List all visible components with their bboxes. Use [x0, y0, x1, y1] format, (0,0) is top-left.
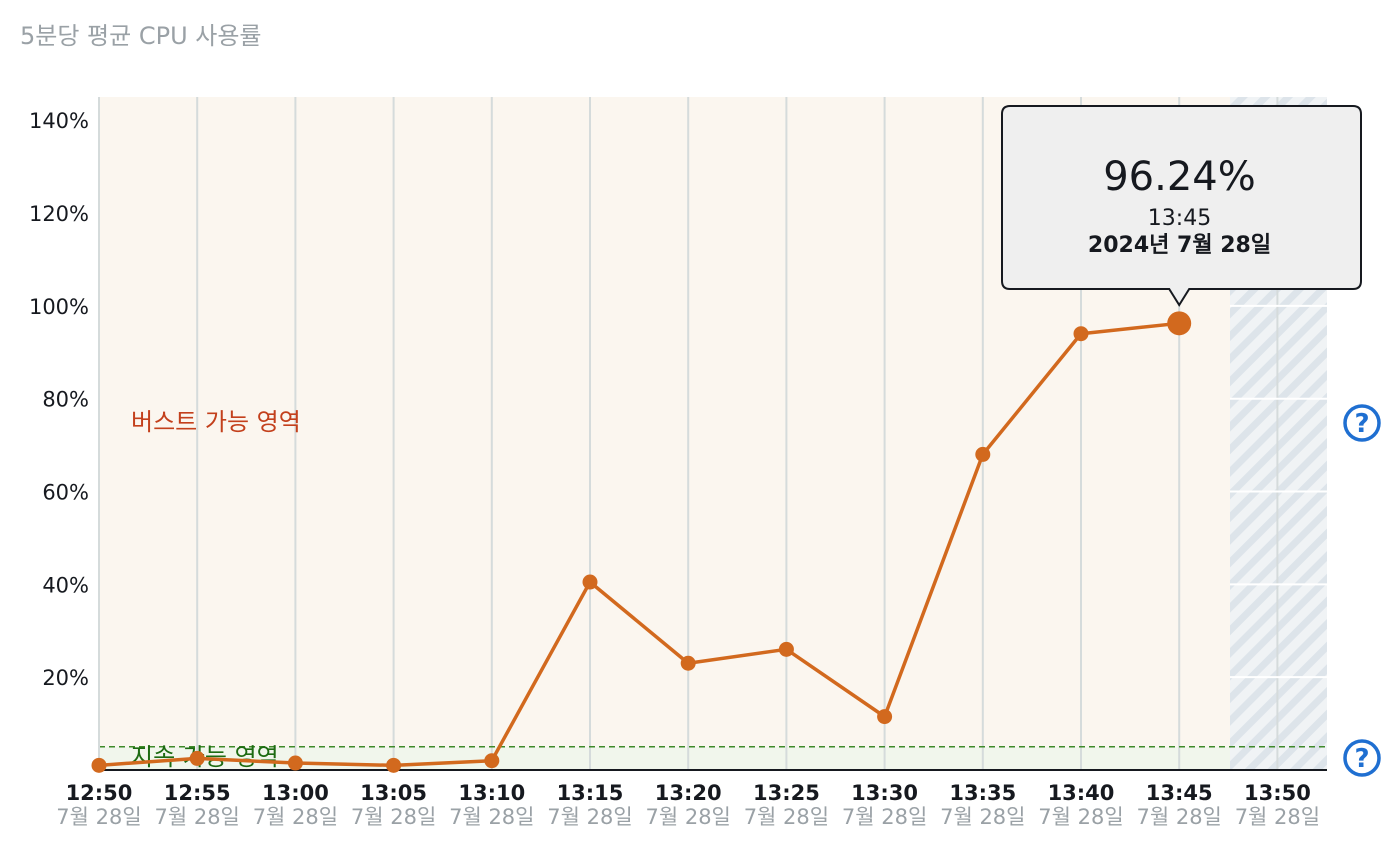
x-date-label: 7월 28일: [744, 805, 829, 829]
x-date-label: 7월 28일: [842, 805, 927, 829]
x-date-label: 7월 28일: [1235, 805, 1320, 829]
help-icon[interactable]: ?: [1343, 404, 1381, 442]
x-tick-label: 13:00: [262, 781, 329, 805]
x-date-label: 7월 28일: [1038, 805, 1123, 829]
tooltip-date: 2024년 7월 28일: [1088, 233, 1271, 258]
y-tick-label: 80%: [42, 388, 89, 412]
help-icon-circle: [1343, 404, 1381, 442]
x-tick-label: 13:30: [851, 781, 918, 805]
help-icon-glyph: ?: [1354, 409, 1369, 439]
x-tick-label: 12:55: [164, 781, 231, 805]
x-tick-label: 13:50: [1244, 781, 1311, 805]
x-tick-label: 13:40: [1048, 781, 1115, 805]
x-date-label: 7월 28일: [253, 805, 338, 829]
data-point[interactable]: [778, 641, 794, 657]
help-icon-circle: [1343, 739, 1381, 777]
x-date-label: 7월 28일: [56, 805, 141, 829]
data-point[interactable]: [1073, 326, 1089, 342]
y-tick-label: 60%: [42, 481, 89, 505]
help-icon[interactable]: ?: [1343, 739, 1381, 777]
data-point[interactable]: [1167, 311, 1192, 336]
series-line: [98, 321, 1180, 768]
data-point[interactable]: [484, 753, 500, 769]
x-tick-label: 13:35: [949, 781, 1016, 805]
x-tick-label: 13:15: [557, 781, 624, 805]
y-tick-label: 40%: [42, 573, 89, 597]
y-tick-label: 140%: [29, 109, 89, 133]
chart-title: 5분당 평균 CPU 사용률: [20, 22, 262, 50]
data-point[interactable]: [582, 574, 598, 590]
burst-zone-label: 버스트 가능 영역: [131, 408, 301, 436]
x-tick-label: 13:45: [1146, 781, 1213, 805]
x-date-label: 7월 28일: [351, 805, 436, 829]
y-tick-label: 20%: [42, 666, 89, 690]
help-icon-glyph: ?: [1354, 744, 1369, 774]
data-point[interactable]: [386, 757, 402, 773]
x-tick-label: 13:20: [655, 781, 722, 805]
tooltip-time: 13:45: [1148, 206, 1211, 231]
sustain-zone-label: 지속 가능 영역: [131, 743, 279, 771]
x-tick-label: 13:10: [458, 781, 525, 805]
tooltip-value: 96.24%: [1103, 154, 1256, 200]
x-date-label: 7월 28일: [449, 805, 534, 829]
x-tick-label: 13:05: [360, 781, 427, 805]
x-date-label: 7월 28일: [1136, 805, 1221, 829]
data-point[interactable]: [189, 750, 205, 766]
data-point[interactable]: [91, 757, 107, 773]
data-point[interactable]: [877, 709, 893, 725]
x-date-label: 7월 28일: [645, 805, 730, 829]
tooltip-box: [1001, 105, 1362, 307]
x-tick-label: 12:50: [66, 781, 133, 805]
x-date-label: 7월 28일: [547, 805, 632, 829]
x-tick-label: 13:25: [753, 781, 820, 805]
y-tick-label: 120%: [29, 202, 89, 226]
y-tick-label: 100%: [29, 295, 89, 319]
x-date-label: 7월 28일: [154, 805, 239, 829]
data-point[interactable]: [287, 755, 303, 771]
data-point[interactable]: [680, 655, 696, 671]
data-point[interactable]: [975, 446, 991, 462]
x-date-label: 7월 28일: [940, 805, 1025, 829]
